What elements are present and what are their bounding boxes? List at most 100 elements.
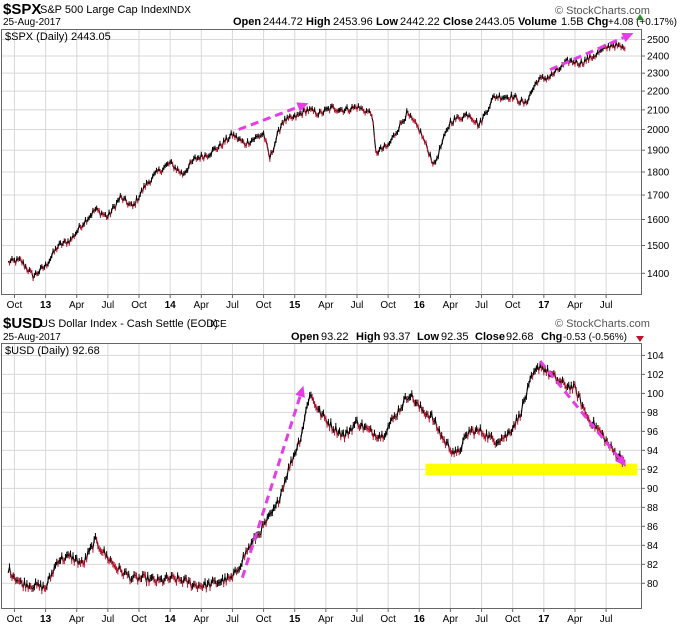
usd-legend: $USD (Daily) 92.68 — [5, 345, 100, 357]
usd-x-tick-label: Apr — [567, 614, 583, 625]
spx-x-tick-label: Jul — [351, 300, 364, 311]
spx-x-tick-label: Apr — [194, 300, 210, 311]
usd-y-tick-label: 86 — [647, 522, 659, 533]
usd-y-tick-label: 88 — [647, 503, 659, 514]
spx-stat-value-open: 2444.72 — [263, 16, 303, 28]
spx-stat-value-low: 2442.22 — [400, 16, 440, 28]
spx-y-tick-label: 2300 — [647, 69, 670, 80]
spx-trend-arrow-line — [238, 105, 299, 131]
spx-exchange: INDX — [167, 5, 191, 16]
spx-x-tick-label: Jul — [475, 300, 488, 311]
usd-x-tick-label: Oct — [7, 614, 23, 625]
spx-stat-value-volume: 1.5B — [561, 16, 584, 28]
usd-watermark: © StockCharts.com — [555, 318, 650, 330]
spx-panel: $SPX S&P 500 Large Cap Index INDX 25-Aug… — [1, 1, 677, 311]
usd-x-tick-label: Oct — [131, 614, 147, 625]
spx-x-tick-label: Apr — [443, 300, 459, 311]
spx-stat-value-close: 2443.05 — [475, 16, 515, 28]
usd-x-tick-label: Jul — [226, 614, 239, 625]
usd-y-tick-label: 90 — [647, 484, 659, 495]
spx-y-axis: 1400 1500 1600 1700 1800 1900 2000 2100 2200 2300… — [641, 35, 670, 280]
usd-support-band — [425, 463, 638, 476]
spx-date: 25-Aug-2017 — [3, 17, 61, 28]
usd-y-tick-label: 104 — [647, 351, 664, 362]
usd-stat-value-open: 93.22 — [321, 331, 349, 343]
usd-stat-value-close: 92.68 — [506, 331, 534, 343]
spx-stat-value-chg: +4.08 (+0.17%) — [608, 17, 677, 28]
usd-trend-arrow-head — [295, 385, 305, 398]
spx-y-tick-label: 1700 — [647, 191, 670, 202]
usd-price-series — [7, 361, 626, 595]
usd-x-tick-label: Apr — [69, 614, 85, 625]
usd-x-tick-label: Oct — [256, 614, 272, 625]
spx-stat-label-high: High — [306, 16, 331, 28]
usd-x-tick-label: Apr — [194, 614, 210, 625]
usd-y-tick-label: 102 — [647, 370, 664, 381]
usd-y-tick-label: 96 — [647, 427, 659, 438]
usd-x-tick-label: 14 — [165, 614, 177, 625]
spx-x-tick-label: 14 — [165, 300, 177, 311]
spx-trend-arrow-head — [621, 32, 634, 43]
spx-x-tick-label: Jul — [600, 300, 613, 311]
spx-stat-label-close: Close — [443, 16, 473, 28]
usd-exchange: ICE — [210, 319, 227, 330]
spx-y-tick-label: 2500 — [647, 35, 670, 46]
spx-x-tick-label: Oct — [7, 300, 23, 311]
usd-x-tick-label: 16 — [414, 614, 426, 625]
spx-x-tick-label: 13 — [40, 300, 52, 311]
spx-y-tick-label: 2400 — [647, 52, 670, 63]
spx-x-tick-label: Oct — [256, 300, 272, 311]
spx-legend: $SPX (Daily) 2443.05 — [5, 31, 111, 43]
spx-x-tick-label: 15 — [289, 300, 301, 311]
usd-stat-label-open: Open — [291, 331, 319, 343]
usd-stat-value-chg: -0.53 (-0.56%) — [563, 332, 627, 343]
usd-x-tick-label: Oct — [505, 614, 521, 625]
usd-trend-arrow-head — [615, 454, 627, 467]
usd-symbol: $USD — [3, 315, 43, 332]
spx-x-tick-label: Apr — [567, 300, 583, 311]
spx-x-tick-label: Jul — [226, 300, 239, 311]
spx-x-tick-label: Oct — [131, 300, 147, 311]
usd-x-axis: Oct 13 Apr Jul Oct 14 Apr Jul Oct 15 Apr Jul Oct 16 Ap… — [7, 608, 613, 625]
usd-y-tick-label: 80 — [647, 579, 659, 590]
usd-y-tick-label: 98 — [647, 408, 659, 419]
spx-y-tick-label: 2000 — [647, 125, 670, 136]
spx-y-tick-label: 2200 — [647, 87, 670, 98]
spx-x-tick-label: Apr — [318, 300, 334, 311]
usd-x-tick-label: 13 — [40, 614, 52, 625]
spx-price-line — [7, 40, 626, 281]
spx-stat-value-high: 2453.96 — [333, 16, 373, 28]
usd-x-tick-label: Jul — [475, 614, 488, 625]
spx-y-tick-label: 1900 — [647, 146, 670, 157]
usd-trend-arrow-line — [240, 395, 302, 579]
usd-stat-value-low: 92.35 — [441, 331, 469, 343]
usd-stat-value-high: 93.37 — [383, 331, 411, 343]
usd-trend-arrow-line — [538, 360, 621, 459]
spx-chg-up-arrow-icon — [636, 14, 644, 20]
usd-price-line — [7, 363, 626, 591]
usd-stat-label-high: High — [356, 331, 381, 343]
usd-chg-down-arrow-icon — [636, 336, 644, 342]
usd-x-tick-label: Jul — [600, 614, 613, 625]
spx-annotations — [238, 32, 634, 131]
spx-watermark: © StockCharts.com — [555, 5, 650, 17]
usd-x-tick-label: Oct — [380, 614, 396, 625]
usd-y-tick-label: 84 — [647, 541, 659, 552]
spx-stat-label-volume: Volume — [518, 16, 557, 28]
spx-trend-arrow-line — [549, 36, 625, 72]
spx-x-tick-label: 17 — [538, 300, 550, 311]
spx-y-tick-label: 1800 — [647, 168, 670, 179]
spx-x-tick-label: Oct — [380, 300, 396, 311]
usd-y-tick-label: 100 — [647, 389, 664, 400]
spx-stat-label-chg: Chg — [587, 16, 608, 28]
usd-x-tick-label: Jul — [351, 614, 364, 625]
usd-x-tick-label: Apr — [443, 614, 459, 625]
spx-trend-arrow-head — [296, 102, 309, 112]
usd-support-band-layer — [425, 463, 638, 476]
usd-y-tick-label: 94 — [647, 446, 659, 457]
usd-stat-label-close: Close — [475, 331, 505, 343]
spx-y-tick-label: 1500 — [647, 241, 670, 252]
usd-x-tick-label: 17 — [538, 614, 550, 625]
